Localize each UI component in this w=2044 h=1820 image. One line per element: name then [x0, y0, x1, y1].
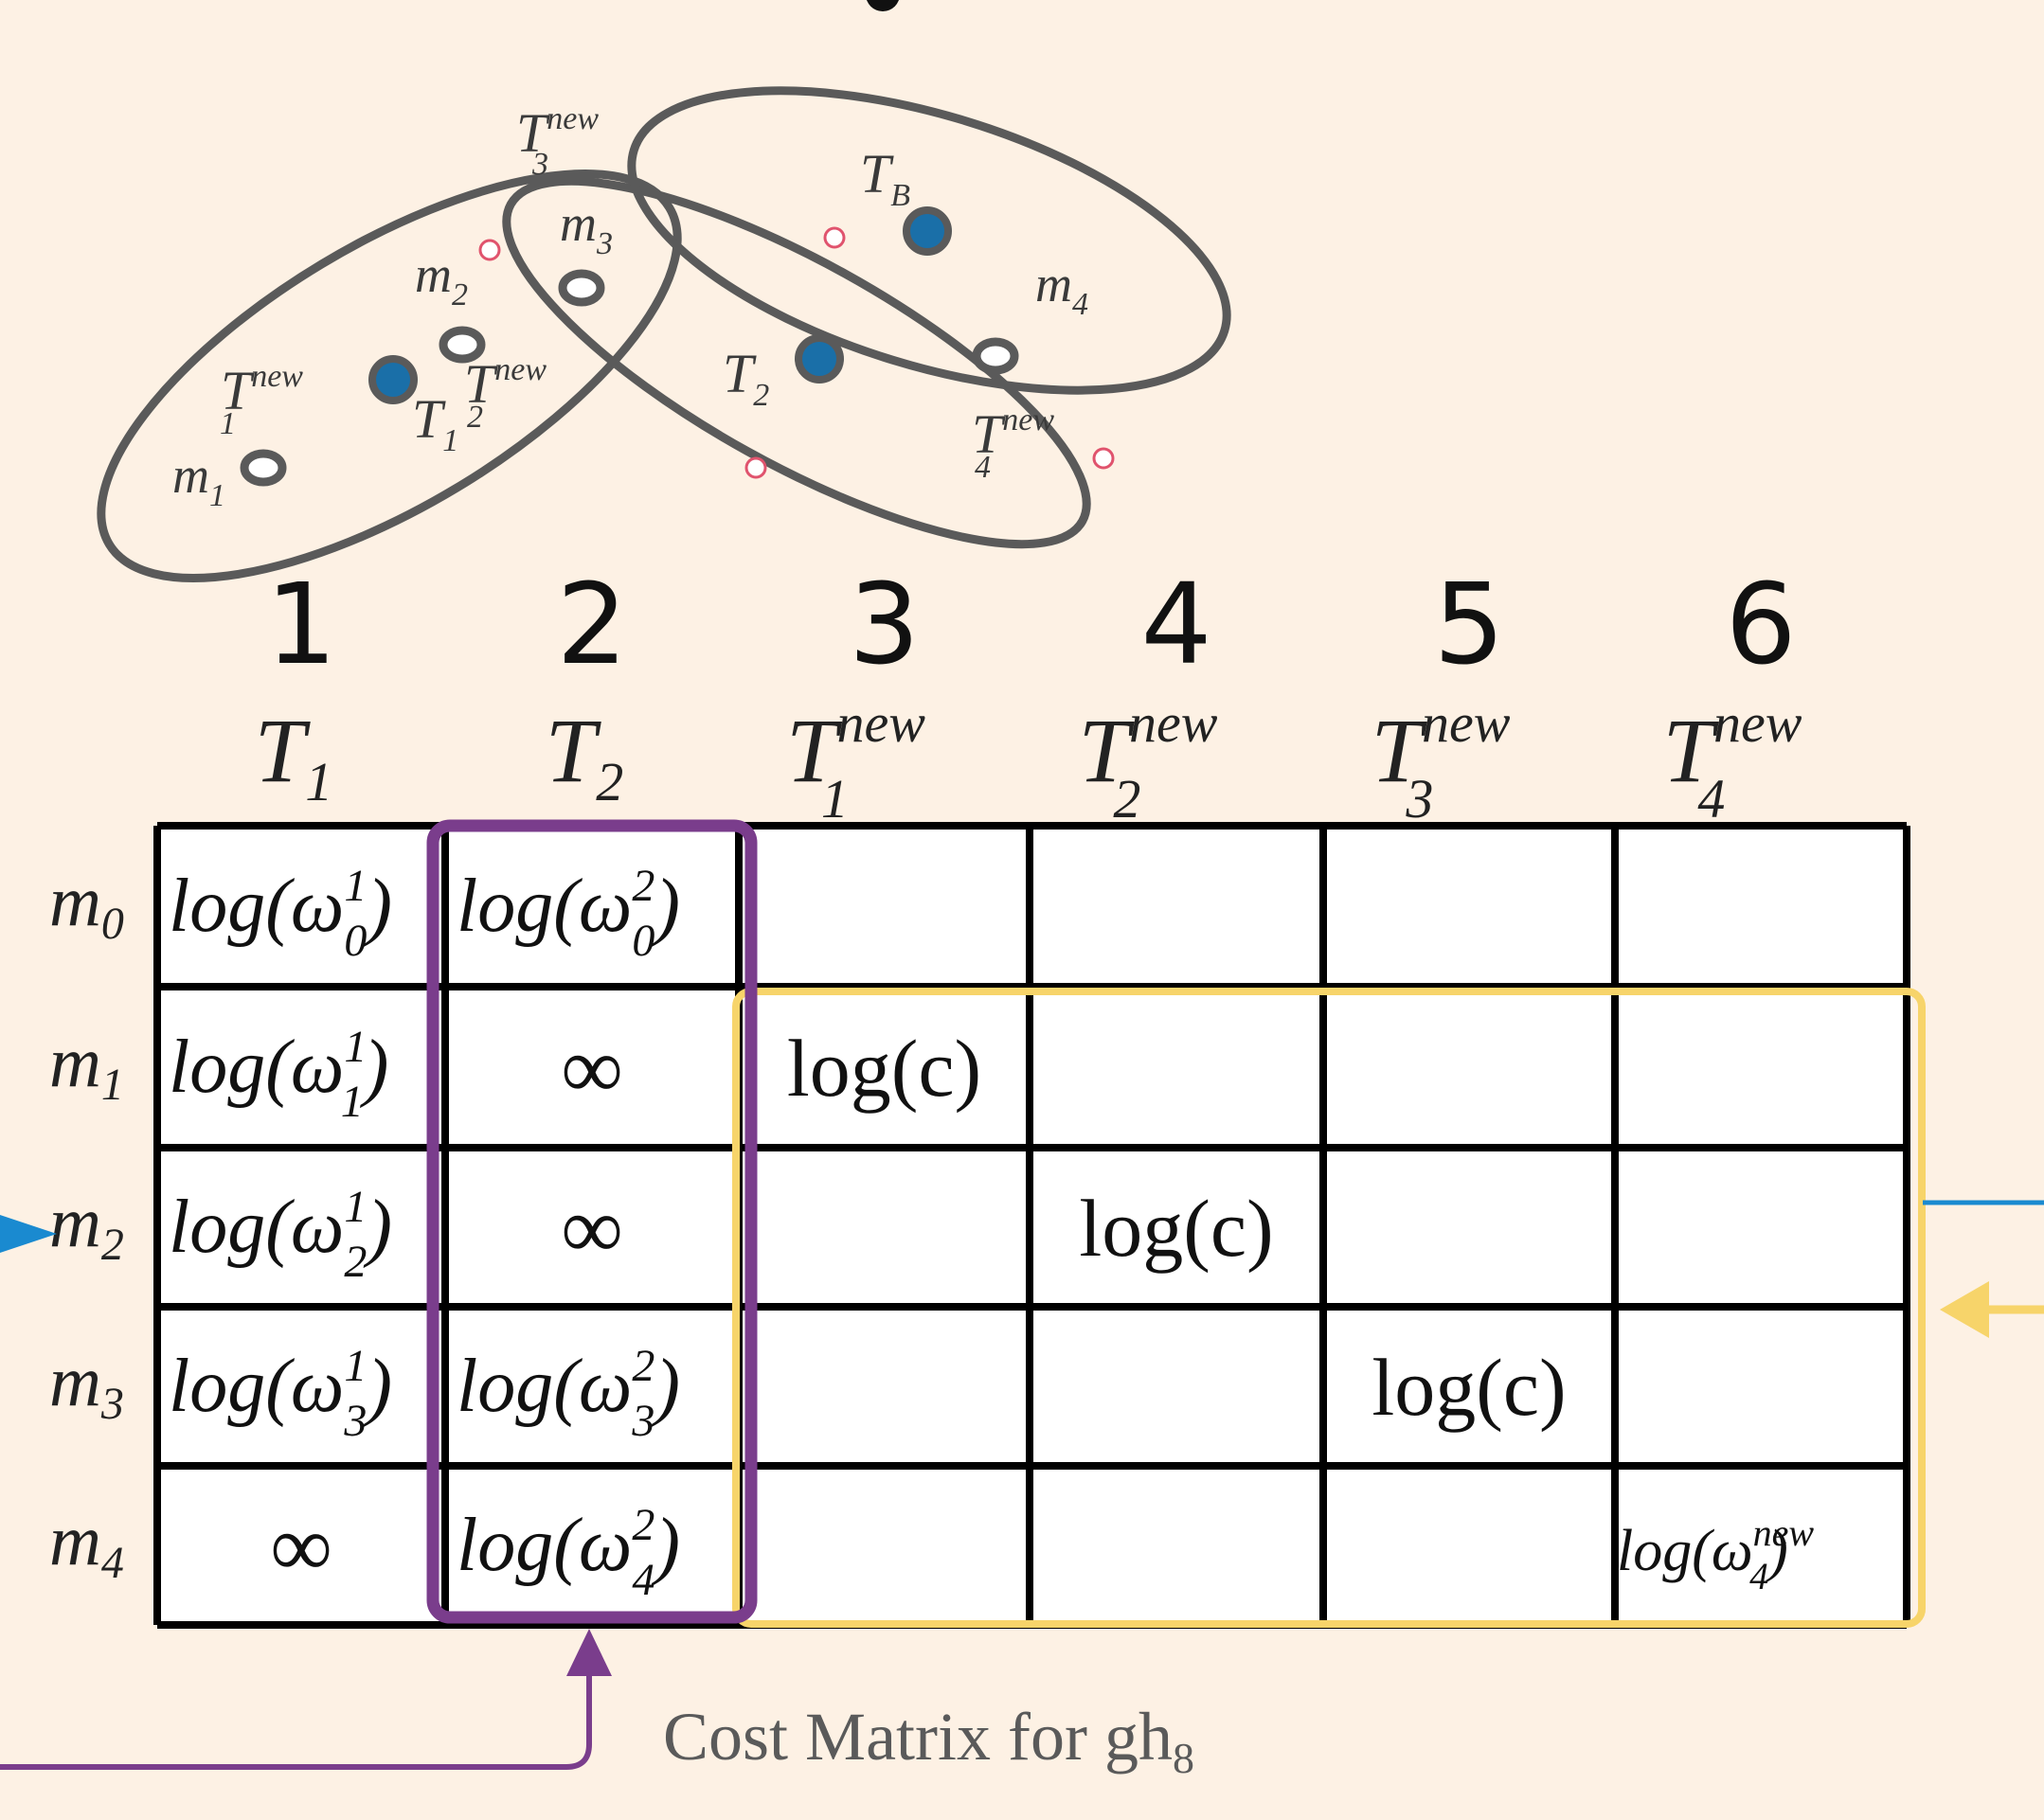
label-TB: TB [860, 143, 910, 213]
label-m4: m4 [1035, 256, 1088, 322]
cell-log-weight: log(ωnew 4) [1617, 1511, 1814, 1597]
row-header: m0 [49, 862, 124, 949]
column-number: 5 [1433, 559, 1504, 689]
right-connectors [1923, 1200, 2044, 1338]
intersection-marker [1092, 447, 1115, 470]
label-T2new: Tnew 2 [464, 352, 547, 435]
intersection-marker [744, 456, 767, 479]
column-header: Tnew 1 [786, 692, 925, 830]
track-TB [903, 206, 952, 256]
subproblem-highlight [426, 819, 758, 1624]
cell-log-c: log(c) [1079, 1183, 1273, 1274]
measurement-points [240, 269, 1019, 487]
column-numbers: 1 2 3 4 5 6 [265, 559, 1796, 689]
gate-ellipse-middle [502, 176, 1091, 549]
track-points [368, 206, 952, 404]
cell-log-weight: log(ω1 3) [169, 1341, 392, 1446]
column-number: 2 [556, 559, 627, 689]
gate-ellipse-right [627, 86, 1231, 395]
association-ellipses [97, 86, 1231, 582]
cell-infinity: ∞ [561, 1020, 623, 1116]
left-blue-arrow [0, 1215, 57, 1253]
label-T1: T1 [412, 388, 458, 458]
cell-log-weight: log(ω2 0) [457, 861, 680, 966]
label-T2: T2 [723, 343, 769, 413]
measurement-m1 [240, 449, 287, 487]
cell-infinity: ∞ [270, 1498, 332, 1595]
top-dot [867, 0, 899, 11]
matrix-cells: log(ω1 0) log(ω2 0) log(ω1 1) ∞ log(c) log(ω1 2) ∞… [169, 861, 1814, 1605]
row-headers: m0 m1 m2 m3 m4 [49, 862, 124, 1588]
row-header: m3 [49, 1342, 124, 1429]
measurement-m2 [439, 326, 486, 364]
column-headers: T1 T2 Tnew 1 Tnew 2 Tnew 3 Tnew 4 [255, 692, 1802, 830]
cell-log-c: log(c) [1372, 1342, 1566, 1433]
cell-log-c: log(c) [787, 1023, 981, 1114]
cell-infinity: ∞ [561, 1180, 623, 1276]
intersection-marker [478, 239, 501, 261]
column-header: Tnew 4 [1663, 692, 1802, 830]
column-number: 4 [1140, 559, 1211, 689]
cell-log-weight: log(ω1 1) [169, 1022, 388, 1127]
column-number: 1 [265, 559, 336, 689]
cell-log-weight: log(ω1 0) [169, 861, 392, 966]
column-header: T2 [546, 700, 623, 812]
cell-log-weight: log(ω2 3) [457, 1341, 680, 1446]
track-T1 [368, 355, 418, 404]
scene-labels: Tnew 3 TB m3 m2 m4 Tnew 1 Tnew 2 T1 T2 Tnew… [172, 101, 1088, 513]
label-T3new: Tnew 3 [516, 101, 599, 182]
column-header: Tnew 3 [1372, 692, 1511, 830]
label-T1new: Tnew 1 [220, 359, 303, 441]
caption: Cost Matrix for gh8 [663, 1699, 1194, 1782]
column-header: T1 [255, 700, 332, 812]
intersection-markers [478, 226, 1115, 479]
bottom-purple-arrow [0, 1629, 612, 1770]
cell-log-weight: log(ω1 2) [169, 1182, 392, 1287]
label-m1: m1 [172, 447, 225, 513]
label-T4new: Tnew 4 [972, 402, 1054, 485]
measurement-m4 [972, 337, 1019, 375]
row-header: m2 [49, 1183, 124, 1270]
new-track-highlight [732, 988, 1926, 1628]
row-header: m4 [49, 1501, 124, 1588]
measurement-m3 [558, 269, 605, 307]
row-header: m1 [49, 1023, 124, 1110]
column-number: 3 [849, 559, 920, 689]
label-m3: m3 [560, 195, 613, 261]
column-number: 6 [1725, 559, 1796, 689]
cell-log-weight: log(ω2 4) [457, 1500, 680, 1605]
gate-ellipse-left [97, 170, 682, 582]
label-m2: m2 [415, 246, 468, 312]
column-header: Tnew 2 [1079, 692, 1218, 830]
track-T2 [795, 334, 844, 384]
intersection-marker [823, 226, 846, 249]
